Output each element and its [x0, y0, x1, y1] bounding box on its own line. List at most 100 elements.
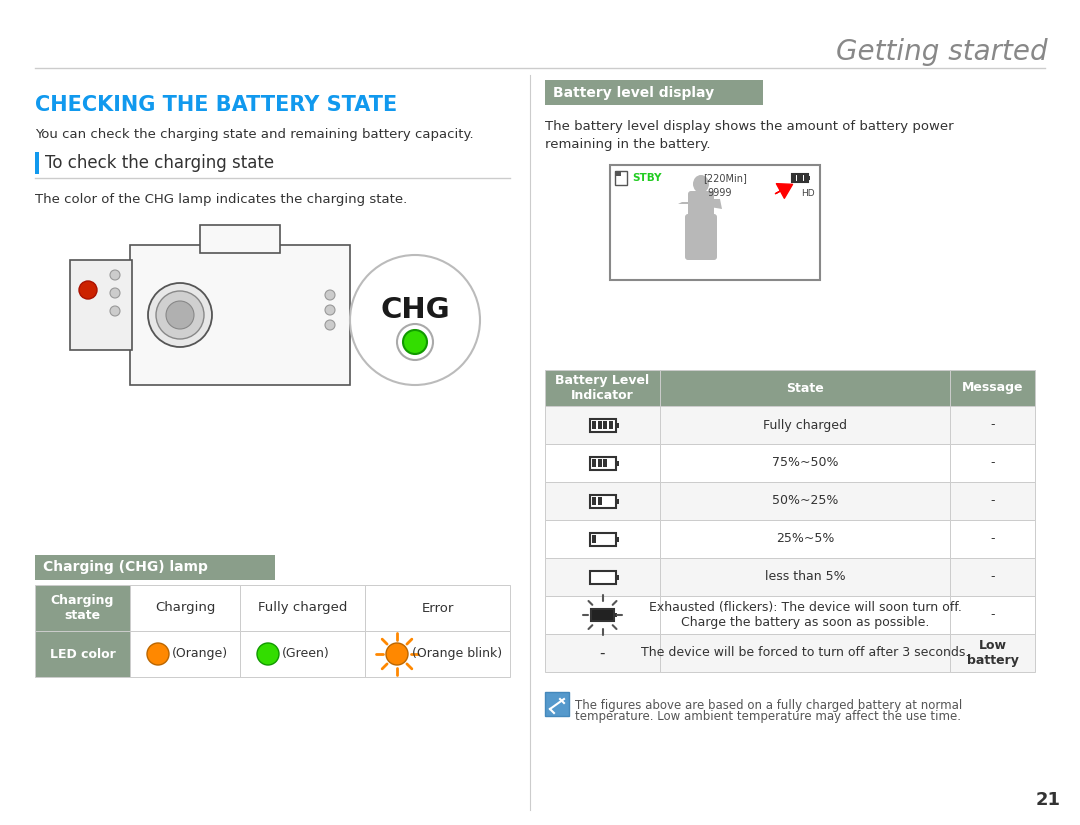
Bar	[610, 165, 820, 280]
Bar	[130, 631, 240, 677]
Bar	[592, 421, 596, 429]
Text: LED color: LED color	[50, 648, 116, 661]
Bar	[660, 634, 950, 672]
Text: HD: HD	[801, 188, 814, 197]
Text: State: State	[786, 381, 824, 394]
Polygon shape	[678, 197, 723, 209]
Text: The device will be forced to turn off after 3 seconds.: The device will be forced to turn off af…	[640, 647, 969, 659]
Text: Getting started: Getting started	[836, 38, 1048, 66]
Bar	[609, 497, 613, 505]
Bar	[35, 152, 39, 174]
Circle shape	[386, 643, 408, 665]
Text: [220Min]: [220Min]	[703, 173, 747, 183]
Text: Battery level display: Battery level display	[553, 86, 714, 100]
Text: CHECKING THE BATTERY STATE: CHECKING THE BATTERY STATE	[35, 95, 397, 115]
Bar	[660, 370, 950, 406]
Text: Error: Error	[421, 601, 454, 615]
Circle shape	[110, 288, 120, 298]
Bar	[660, 406, 950, 444]
Bar	[35, 585, 130, 631]
Bar	[615, 171, 627, 185]
Text: STBY: STBY	[632, 173, 661, 183]
Bar	[604, 573, 607, 581]
Bar	[616, 460, 619, 465]
Bar	[545, 634, 660, 672]
Bar	[950, 520, 1035, 558]
Bar	[615, 171, 621, 176]
Bar	[592, 459, 596, 467]
Bar	[592, 497, 596, 505]
Bar	[792, 174, 809, 182]
Text: -: -	[990, 571, 995, 583]
Bar	[597, 459, 602, 467]
Text: Low
battery: Low battery	[967, 639, 1018, 667]
Bar	[800, 176, 804, 181]
Bar	[545, 596, 660, 634]
Bar	[70, 260, 132, 350]
Text: (Orange blink): (Orange blink)	[411, 648, 502, 661]
Text: Message: Message	[962, 381, 1023, 394]
Bar	[660, 520, 950, 558]
Text: The figures above are based on a fully charged battery at normal: The figures above are based on a fully c…	[575, 699, 962, 712]
Circle shape	[325, 320, 335, 330]
Text: Fully charged: Fully charged	[258, 601, 347, 615]
Text: -: -	[990, 532, 995, 545]
Text: 25%~5%: 25%~5%	[775, 532, 834, 545]
Circle shape	[325, 305, 335, 315]
Text: temperature. Low ambient temperature may affect the use time.: temperature. Low ambient temperature may…	[575, 710, 961, 723]
Text: Charging (CHG) lamp: Charging (CHG) lamp	[43, 560, 207, 574]
Bar	[365, 585, 510, 631]
Bar	[545, 520, 660, 558]
Text: Exhausted (flickers): The device will soon turn off.
Charge the battery as soon : Exhausted (flickers): The device will so…	[649, 601, 961, 629]
Bar	[592, 573, 596, 581]
Bar	[597, 573, 602, 581]
Bar	[950, 406, 1035, 444]
Bar	[365, 631, 510, 677]
Circle shape	[166, 301, 194, 329]
Bar	[805, 176, 807, 181]
Bar	[545, 444, 660, 482]
Bar	[35, 631, 130, 677]
Circle shape	[350, 255, 480, 385]
Bar	[597, 497, 602, 505]
Text: (Green): (Green)	[282, 648, 329, 661]
Bar	[616, 574, 619, 579]
Bar	[950, 370, 1035, 406]
Bar	[604, 497, 607, 505]
FancyArrowPatch shape	[775, 184, 793, 198]
Circle shape	[156, 291, 204, 339]
Bar	[545, 692, 569, 716]
Bar	[130, 585, 240, 631]
Bar	[545, 406, 660, 444]
Bar	[609, 459, 613, 467]
Bar	[609, 421, 613, 429]
Bar	[590, 418, 616, 431]
Circle shape	[403, 330, 427, 354]
Text: The color of the CHG lamp indicates the charging state.: The color of the CHG lamp indicates the …	[35, 193, 407, 206]
Text: Charging
state: Charging state	[51, 594, 114, 622]
Bar	[950, 634, 1035, 672]
Text: The battery level display shows the amount of battery power: The battery level display shows the amou…	[545, 120, 954, 133]
Bar	[604, 535, 607, 543]
Text: Battery Level
Indicator: Battery Level Indicator	[555, 374, 649, 402]
Bar	[545, 482, 660, 520]
Bar	[545, 80, 762, 105]
Text: less than 5%: less than 5%	[765, 571, 846, 583]
Circle shape	[110, 270, 120, 280]
FancyBboxPatch shape	[685, 214, 717, 260]
Text: remaining in the battery.: remaining in the battery.	[545, 138, 711, 151]
Bar	[604, 459, 607, 467]
Text: -: -	[990, 609, 995, 621]
Bar	[240, 631, 365, 677]
Bar	[604, 421, 607, 429]
Text: Charging: Charging	[154, 601, 215, 615]
Bar	[660, 444, 950, 482]
Circle shape	[110, 306, 120, 316]
Bar	[590, 494, 616, 507]
Bar	[130, 245, 350, 385]
Circle shape	[257, 643, 279, 665]
Circle shape	[148, 283, 212, 347]
Bar	[545, 370, 660, 406]
FancyBboxPatch shape	[688, 191, 714, 225]
Bar	[616, 422, 619, 427]
